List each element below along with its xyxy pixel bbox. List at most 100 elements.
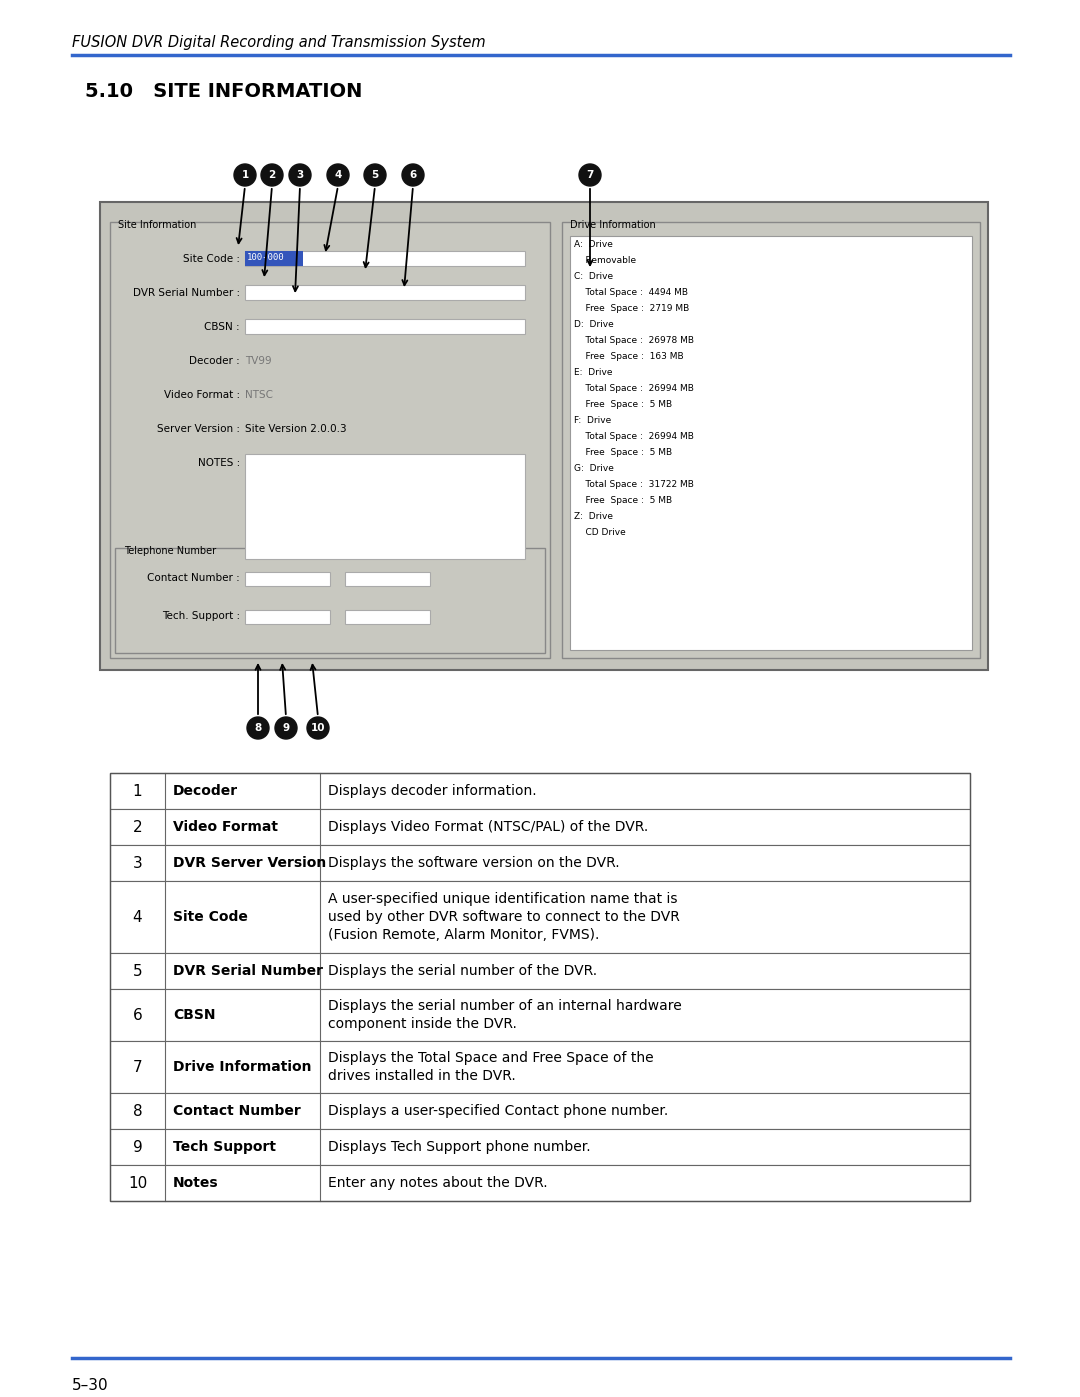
Text: NTSC: NTSC [245,390,273,400]
Circle shape [402,163,424,186]
Text: Drive Information: Drive Information [570,219,656,231]
Text: TV99: TV99 [245,356,272,366]
Bar [110,1129,970,1165]
Bar [562,222,980,658]
Text: Free  Space :  5 MB: Free Space : 5 MB [573,400,672,409]
Circle shape [234,163,256,186]
Text: D:  Drive: D: Drive [573,320,613,330]
Bar [245,251,303,265]
Bar [110,1165,970,1201]
Text: E:  Drive: E: Drive [573,367,612,377]
Text: 10: 10 [311,724,325,733]
Text: 5.10   SITE INFORMATION: 5.10 SITE INFORMATION [85,82,363,101]
Bar [114,548,545,652]
Bar [110,809,970,845]
Text: 9: 9 [133,1140,143,1154]
Text: Displays Video Format (NTSC/PAL) of the DVR.: Displays Video Format (NTSC/PAL) of the … [328,820,648,834]
Text: 5: 5 [133,964,143,978]
Text: 2: 2 [133,820,143,834]
Text: DVR Serial Number :: DVR Serial Number : [133,288,240,298]
Bar [110,773,970,1201]
Text: Contact Number: Contact Number [173,1104,300,1118]
Text: 4: 4 [133,909,143,925]
Bar [570,236,972,650]
Text: Notes: Notes [173,1176,218,1190]
Text: Site Information: Site Information [118,219,197,231]
Text: G:  Drive: G: Drive [573,464,613,474]
Text: 5: 5 [372,170,379,180]
Text: 8: 8 [255,724,261,733]
Bar [110,773,970,809]
Text: 7: 7 [133,1059,143,1074]
Text: 3: 3 [296,170,303,180]
Text: A:  Drive: A: Drive [573,240,612,249]
Text: Total Space :  26978 MB: Total Space : 26978 MB [573,337,694,345]
Bar [110,1092,970,1129]
Text: Video Format: Video Format [173,820,278,834]
Text: 6: 6 [133,1007,143,1023]
Bar [345,610,430,624]
Text: Video Format :: Video Format : [164,390,240,400]
Text: 8: 8 [133,1104,143,1119]
Text: Total Space :  26994 MB: Total Space : 26994 MB [573,432,693,441]
Text: Enter any notes about the DVR.: Enter any notes about the DVR. [328,1176,548,1190]
Text: NOTES :: NOTES : [198,458,240,468]
Text: Total Space :  4494 MB: Total Space : 4494 MB [573,288,688,298]
Text: DVR Server Version: DVR Server Version [173,856,326,870]
Text: Z:  Drive: Z: Drive [573,511,613,521]
Text: Drive Information: Drive Information [173,1060,311,1074]
Text: Tech Support: Tech Support [173,1140,276,1154]
Text: Free  Space :  5 MB: Free Space : 5 MB [573,448,672,457]
Text: C:  Drive: C: Drive [573,272,613,281]
Bar [110,222,550,658]
Text: CD Drive: CD Drive [573,528,625,536]
Text: Decoder :: Decoder : [189,356,240,366]
Text: Site Version 2.0.0.3: Site Version 2.0.0.3 [245,425,347,434]
Text: 6: 6 [409,170,417,180]
Bar [245,319,525,334]
Bar [245,571,330,585]
Text: DVR Serial Number: DVR Serial Number [173,964,323,978]
Bar [245,454,525,559]
Circle shape [327,163,349,186]
Bar [245,610,330,624]
Text: Removable: Removable [573,256,636,265]
Circle shape [261,163,283,186]
Bar [110,845,970,882]
Text: 3: 3 [133,855,143,870]
Circle shape [579,163,600,186]
Bar [100,203,988,671]
Text: Contact Number :: Contact Number : [147,573,240,583]
Text: Displays Tech Support phone number.: Displays Tech Support phone number. [328,1140,591,1154]
Text: 4: 4 [335,170,341,180]
Text: Site Code :: Site Code : [183,254,240,264]
Circle shape [289,163,311,186]
Circle shape [247,717,269,739]
Text: Displays the Total Space and Free Space of the
drives installed in the DVR.: Displays the Total Space and Free Space … [328,1051,653,1083]
Text: Telephone Number: Telephone Number [124,546,216,556]
Bar [110,989,970,1041]
Text: 10: 10 [127,1175,147,1190]
Bar [110,953,970,989]
Text: Total Space :  26994 MB: Total Space : 26994 MB [573,384,693,393]
Text: 5–30: 5–30 [72,1377,109,1393]
Text: CBSN: CBSN [173,1009,216,1023]
Text: Server Version :: Server Version : [157,425,240,434]
Text: 2: 2 [268,170,275,180]
Text: Displays the serial number of the DVR.: Displays the serial number of the DVR. [328,964,597,978]
Text: CBSN :: CBSN : [204,321,240,332]
Text: Tech. Support :: Tech. Support : [162,610,240,622]
Text: Displays the software version on the DVR.: Displays the software version on the DVR… [328,856,620,870]
Text: Site Code: Site Code [173,909,248,923]
Circle shape [307,717,329,739]
Text: FUSION DVR Digital Recording and Transmission System: FUSION DVR Digital Recording and Transmi… [72,35,486,50]
Text: 100-000: 100-000 [247,253,285,263]
Text: Displays a user-specified Contact phone number.: Displays a user-specified Contact phone … [328,1104,669,1118]
Text: Free  Space :  2719 MB: Free Space : 2719 MB [573,305,689,313]
Bar [245,251,525,265]
Bar [245,285,525,300]
Circle shape [364,163,386,186]
Text: 1: 1 [133,784,143,799]
Text: Free  Space :  163 MB: Free Space : 163 MB [573,352,684,360]
Text: Displays the serial number of an internal hardware
component inside the DVR.: Displays the serial number of an interna… [328,999,681,1031]
